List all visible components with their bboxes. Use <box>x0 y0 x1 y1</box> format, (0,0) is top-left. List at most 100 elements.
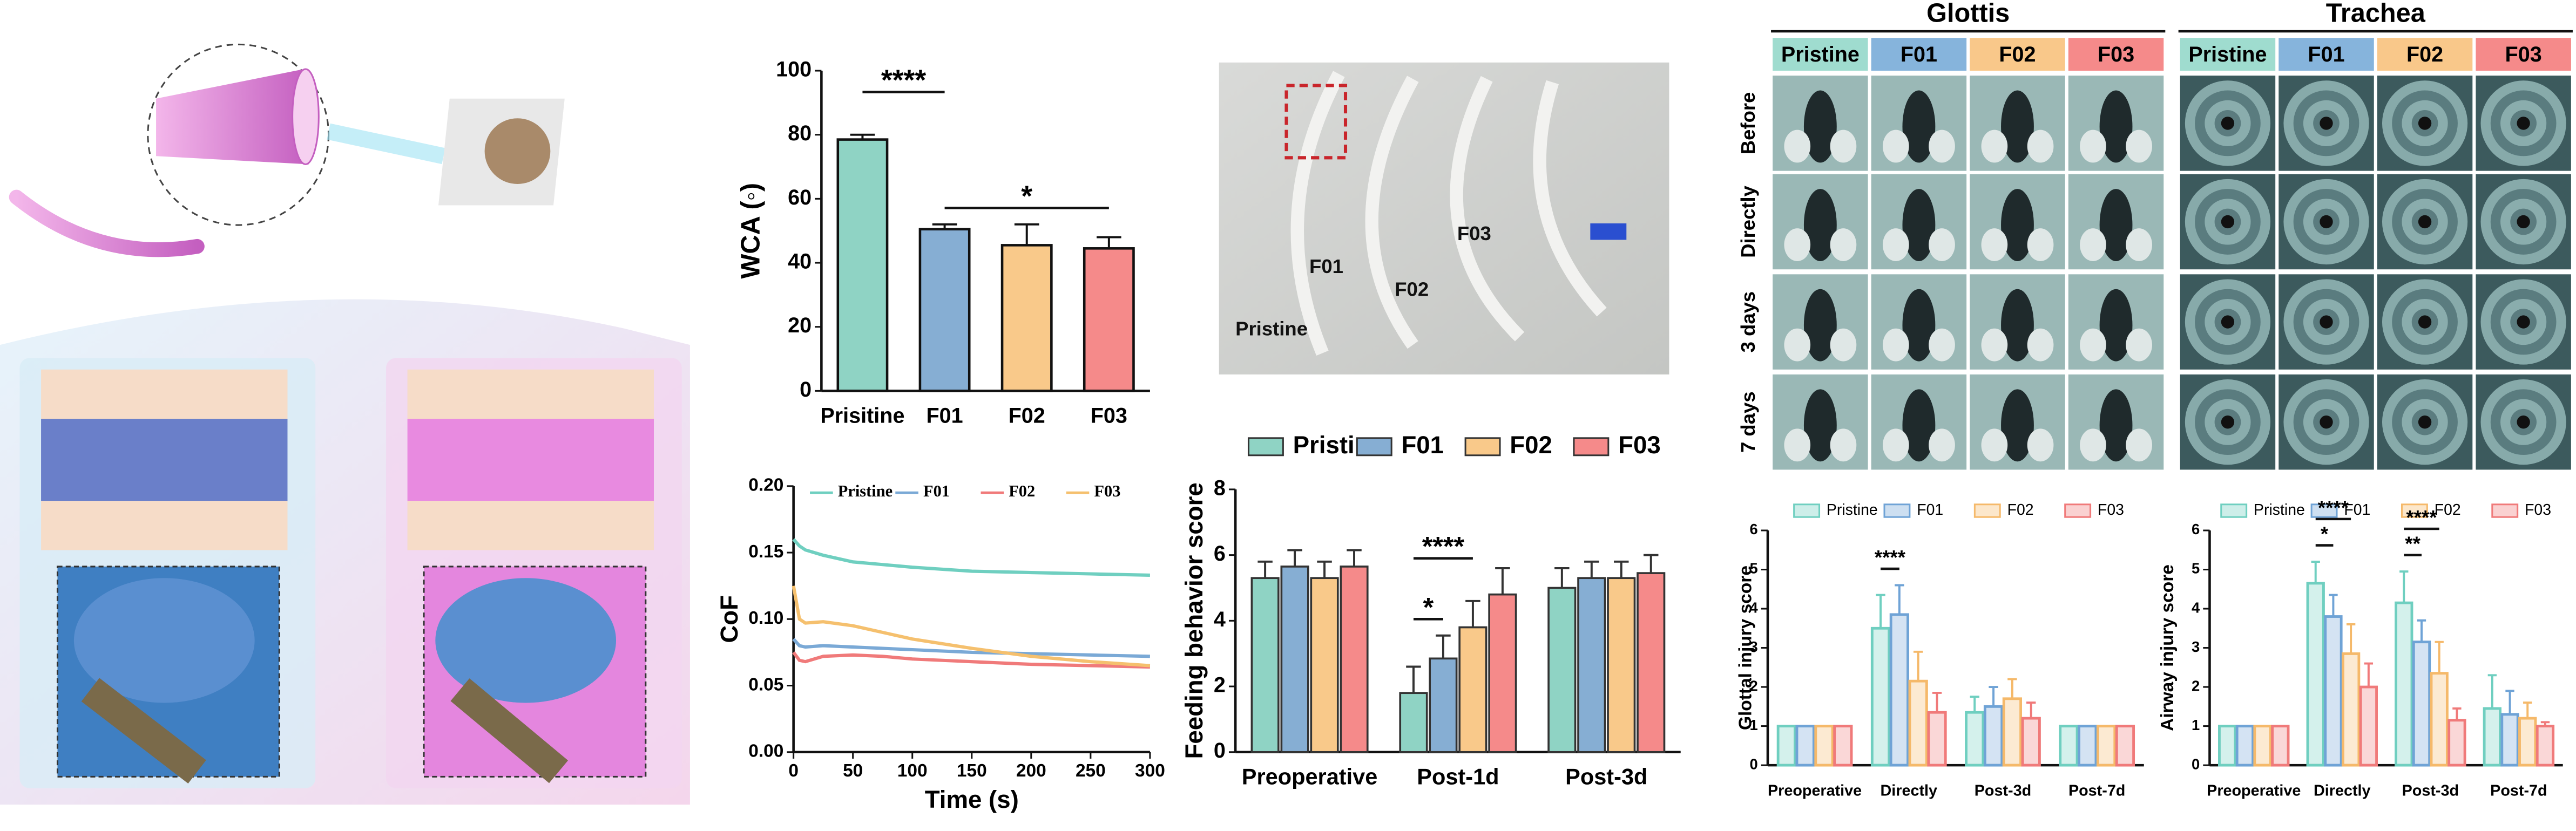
bar <box>1833 725 1853 767</box>
column-header-bg <box>1871 38 1967 71</box>
bar <box>1983 705 2004 767</box>
x-tick-label: F03 <box>1091 404 1127 427</box>
legend-label: F01 <box>923 482 950 500</box>
bar <box>1340 566 1369 753</box>
glottis <box>2099 289 2133 362</box>
x-tick-label: 200 <box>1016 761 1046 781</box>
vocal-fold <box>1929 130 1955 163</box>
x-tick-label: 150 <box>957 761 987 781</box>
y-tick-label: 3 <box>2192 638 2200 655</box>
y-axis-label: Feeding behavior score <box>1180 482 1208 759</box>
bar <box>1607 577 1636 753</box>
legend-label: F03 <box>1094 482 1120 500</box>
vocal-fold <box>1981 228 2008 261</box>
legend-label: F02 <box>2007 501 2034 519</box>
vocal-fold <box>1929 328 1955 362</box>
legend-swatch <box>1464 437 1501 457</box>
bar <box>1399 692 1428 753</box>
y-tick-label: 0 <box>1214 739 1226 762</box>
x-tick-label: Prisitine <box>820 404 904 427</box>
bar <box>2021 717 2041 767</box>
vocal-fold <box>1981 130 2008 163</box>
legend-label: F02 <box>1009 482 1035 500</box>
glottis <box>1803 90 1837 163</box>
y-tick-label: 5 <box>1749 560 1757 577</box>
line-series <box>792 638 1150 658</box>
bar <box>2518 717 2537 767</box>
y-tick-label: 100 <box>776 57 812 81</box>
x-tick-label: Post-7d <box>2490 782 2547 799</box>
lumen <box>2517 117 2530 130</box>
row-label: Directly <box>1737 185 1759 258</box>
lumen <box>2517 215 2530 229</box>
lumen <box>2418 117 2432 130</box>
chart: 0.00 0.05 0.10 0.15 0.20 CoF 0 50 100 150 200 250 30… <box>715 475 1165 813</box>
vocal-fold <box>1882 328 1909 362</box>
vocal-fold <box>1929 428 1955 462</box>
bar <box>2306 582 2325 767</box>
legend-label: F01 <box>1917 501 1943 519</box>
bar <box>2002 697 2022 767</box>
vocal-fold <box>1830 428 1857 462</box>
row-label: Before <box>1737 92 1759 155</box>
glottis <box>1803 389 1837 462</box>
column-header: F01 <box>1901 43 1937 66</box>
bar <box>1310 577 1339 753</box>
bar <box>2412 641 2431 767</box>
column-header-bg <box>2377 38 2473 71</box>
significance-label: **** <box>1875 547 1906 569</box>
lumen <box>2320 416 2333 429</box>
legend-label: Pristine <box>838 482 893 500</box>
column-header-bg <box>2278 38 2374 71</box>
vocal-fold <box>1882 130 1909 163</box>
y-tick-label: 5 <box>2192 560 2200 577</box>
x-tick-label: Preoperative <box>1768 782 1862 799</box>
line-series <box>792 538 1150 577</box>
bar <box>2324 615 2343 767</box>
y-axis-label: Airway injury score <box>2158 564 2178 731</box>
bar <box>836 138 889 392</box>
vocal-fold <box>2080 328 2106 362</box>
x-tick-label: F01 <box>926 404 963 427</box>
x-tick-label: 0 <box>788 761 799 781</box>
y-axis-label: Glottal injury score <box>1735 566 1755 730</box>
chart: 0 1 2 3 4 5 6 Airway injury score Preoperative Di… <box>2158 496 2563 799</box>
vocal-fold <box>1981 328 2008 362</box>
vocal-fold <box>1830 130 1857 163</box>
lumen <box>2517 315 2530 329</box>
lumen <box>2418 315 2432 329</box>
bar <box>1280 566 1309 753</box>
vocal-fold <box>1882 228 1909 261</box>
tube-label: Pristine <box>1235 317 1308 339</box>
lumen <box>2221 416 2235 429</box>
bar <box>2359 685 2378 767</box>
y-tick-label: 3 <box>1749 638 1757 655</box>
x-tick-label: Post-7d <box>2068 782 2125 799</box>
x-tick-label: F02 <box>1009 404 1045 427</box>
x-tick-label: Preoperative <box>2207 782 2301 799</box>
column-header: Pristine <box>1781 43 1860 66</box>
vocal-fold <box>1929 228 1955 261</box>
bar <box>1927 711 1947 767</box>
vocal-fold <box>2126 428 2152 462</box>
bar <box>1429 657 1458 753</box>
x-tick-label: Post-1d <box>1417 764 1499 789</box>
y-tick-label: 8 <box>1214 476 1226 500</box>
y-tick-label: 0.05 <box>748 675 783 694</box>
legend-swatch <box>1883 503 1911 518</box>
tube-photo: Pristine F01 F02 F03 <box>1219 62 1669 374</box>
bar <box>2218 725 2237 767</box>
column-header-bg <box>2180 38 2276 71</box>
lumen <box>2320 117 2333 130</box>
x-tick-label: 250 <box>1076 761 1106 781</box>
bar <box>2059 725 2079 767</box>
bar <box>2235 725 2255 767</box>
glottis <box>1902 189 1936 261</box>
legend-label: Pristine <box>2254 501 2305 519</box>
vocal-fold <box>1784 228 1811 261</box>
y-tick-label: 6 <box>2192 521 2200 537</box>
y-tick-label: 1 <box>1749 717 1757 733</box>
tube-label: F01 <box>1309 255 1343 277</box>
